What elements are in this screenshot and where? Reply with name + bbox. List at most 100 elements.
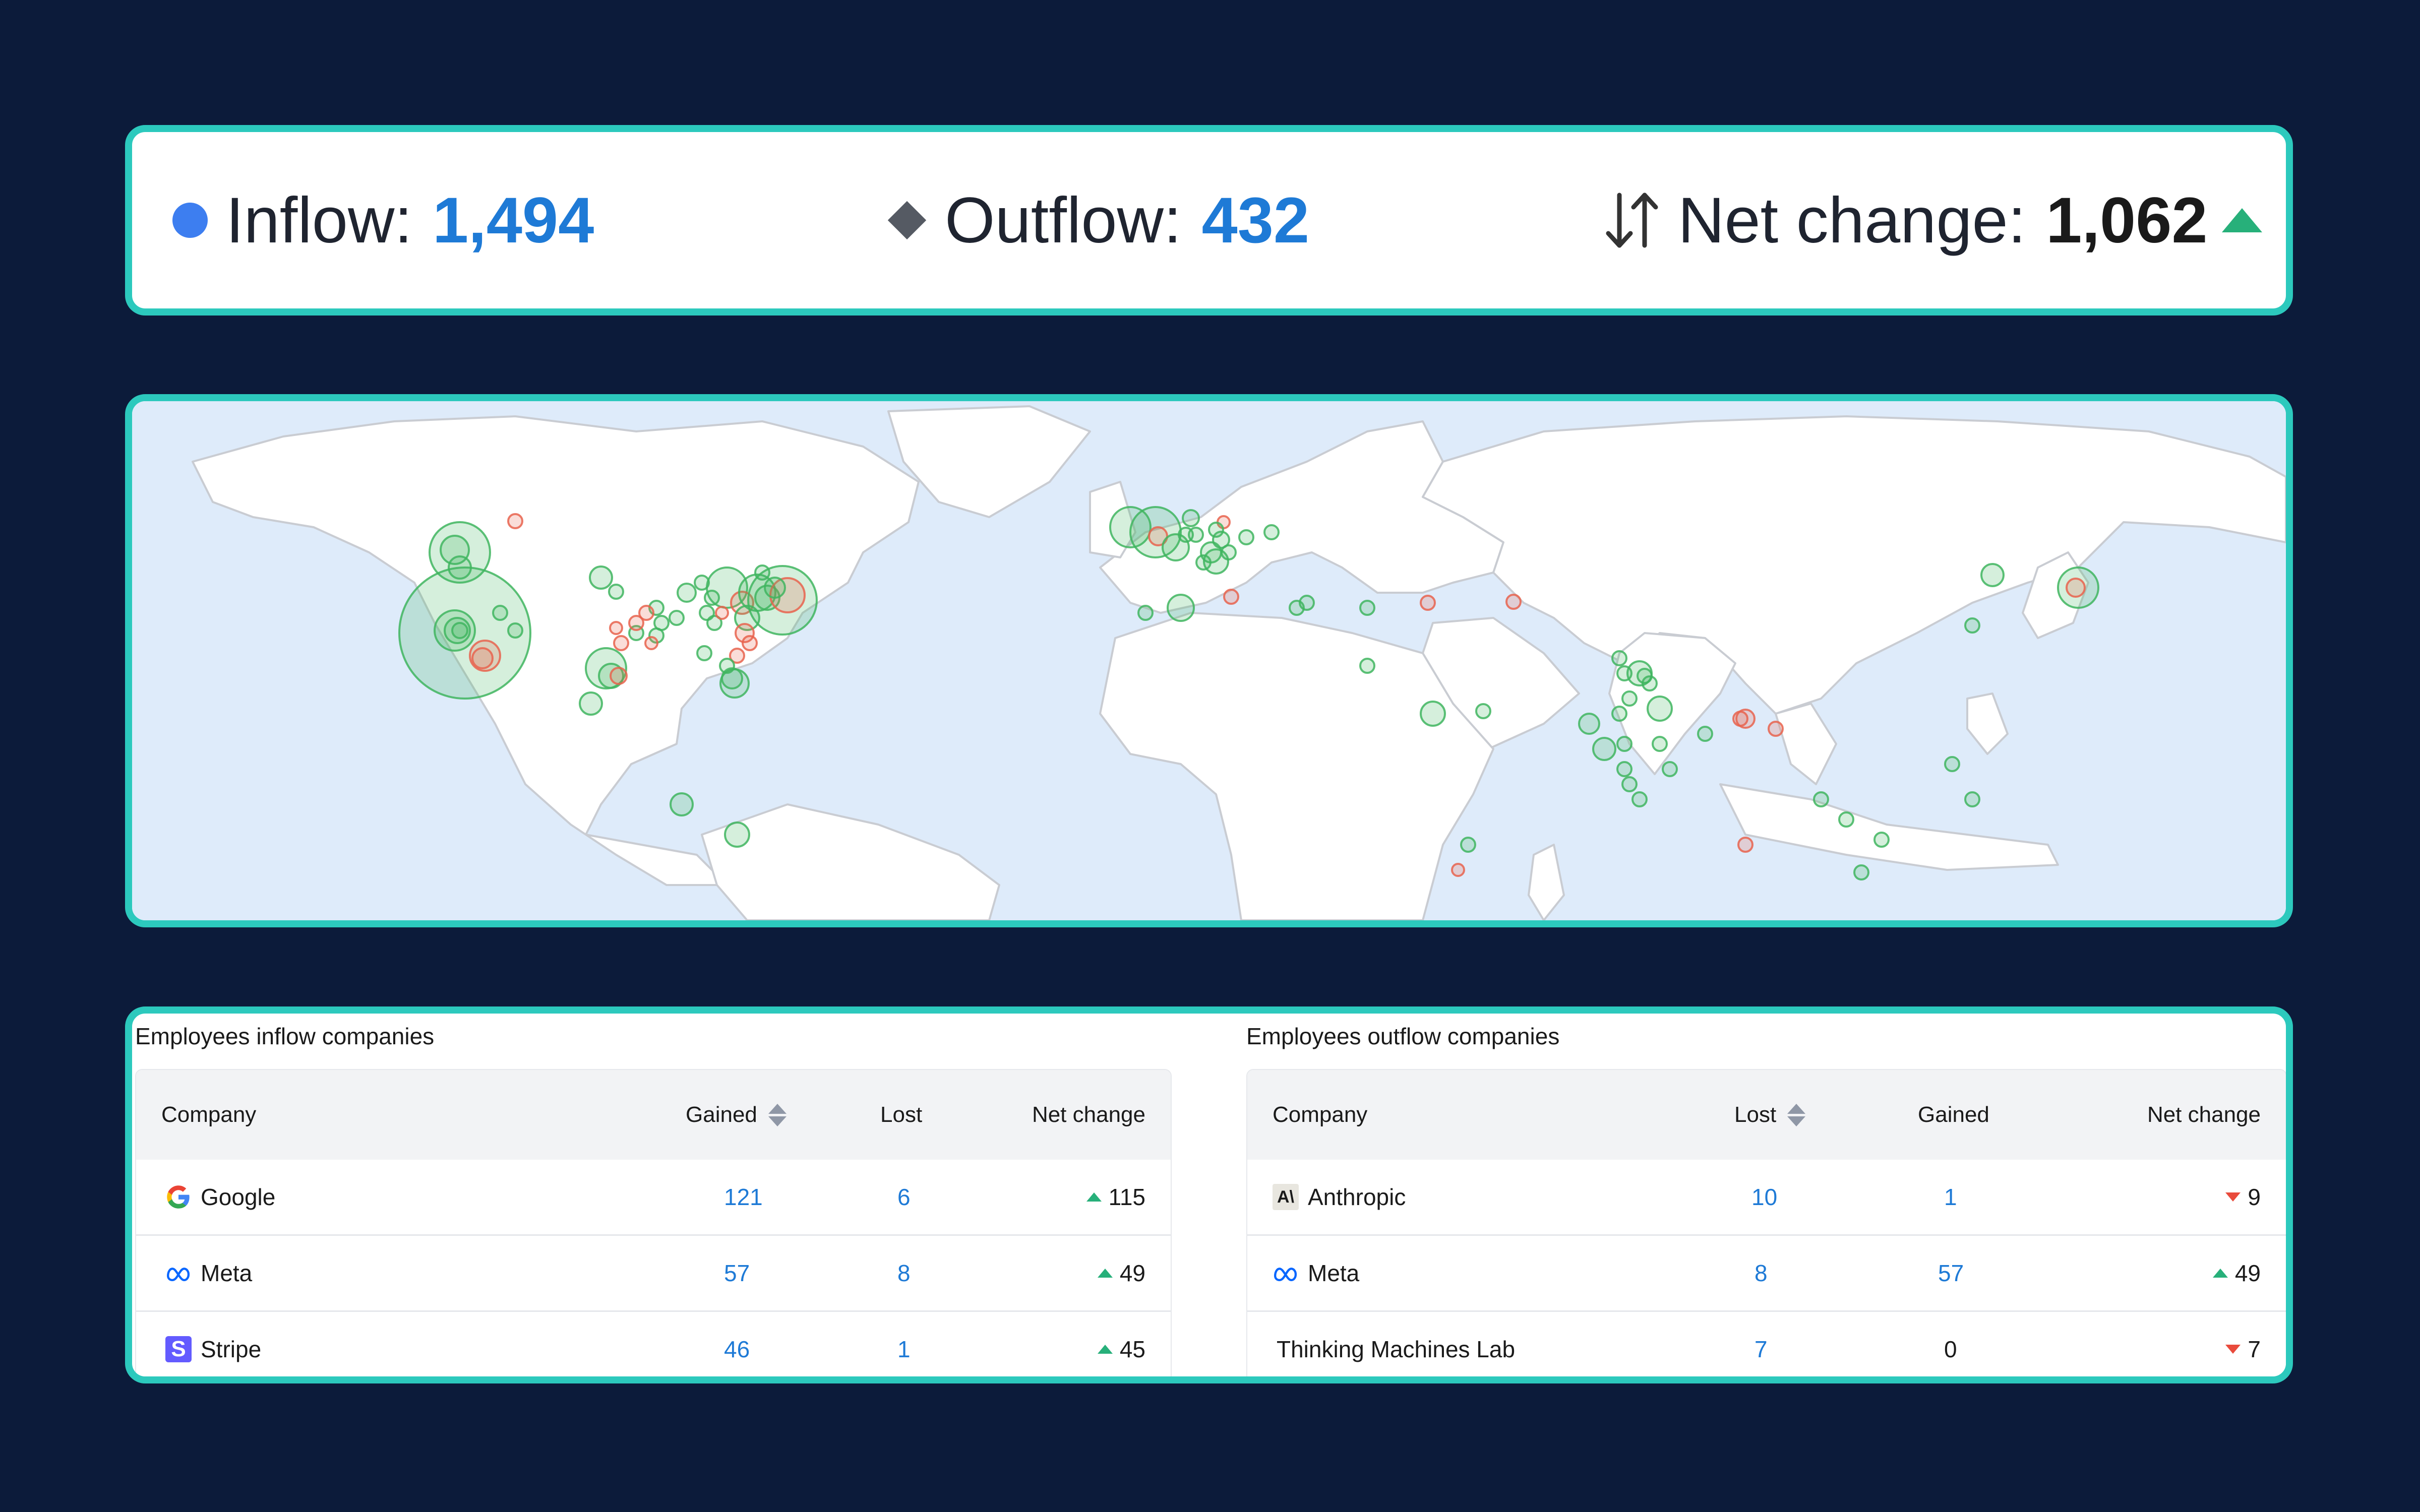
inflow-bubble[interactable]	[1652, 736, 1668, 752]
inflow-bubble[interactable]	[677, 583, 697, 603]
inflow-bubble[interactable]	[1475, 703, 1491, 719]
outflow-bubble[interactable]	[628, 615, 644, 631]
outflow-bubble[interactable]	[742, 635, 758, 651]
world-map[interactable]	[132, 401, 2286, 920]
inflow-bubble[interactable]	[754, 564, 770, 581]
inflow-bubble[interactable]	[1137, 605, 1154, 621]
inflow-bubble[interactable]	[1129, 506, 1182, 558]
lost-value[interactable]: 1	[897, 1336, 911, 1362]
inflow-bubble[interactable]	[1697, 726, 1713, 742]
inflow-bubble[interactable]	[669, 610, 685, 626]
inflow-bubble[interactable]	[1299, 595, 1315, 611]
gained-value[interactable]: 0	[1944, 1336, 1957, 1362]
inflow-bubble[interactable]	[670, 792, 694, 816]
table-row[interactable]: Thinking Machines Lab 7 0 7	[1247, 1312, 2286, 1376]
inflow-bubble[interactable]	[1188, 527, 1204, 543]
inflow-bubble[interactable]	[1221, 544, 1237, 560]
inflow-col-gained[interactable]: Gained	[686, 1070, 786, 1160]
outflow-bubble[interactable]	[1737, 837, 1753, 853]
outflow-col-company[interactable]: Company	[1273, 1102, 1368, 1127]
inflow-bubble[interactable]	[1964, 617, 1980, 634]
outflow-col-net-change[interactable]: Net change	[2147, 1102, 2261, 1127]
inflow-bubble[interactable]	[696, 645, 712, 661]
inflow-bubble[interactable]	[507, 622, 523, 639]
lost-value[interactable]: 10	[1751, 1184, 1778, 1210]
outflow-bubble[interactable]	[1768, 721, 1784, 737]
inflow-col-lost[interactable]: Lost	[880, 1102, 923, 1127]
inflow-bubble[interactable]	[398, 566, 531, 700]
inflow-bubble[interactable]	[719, 668, 750, 699]
flow-bubbles[interactable]	[398, 506, 2099, 880]
gained-value[interactable]: 1	[1944, 1184, 1957, 1210]
inflow-bubble[interactable]	[608, 584, 624, 600]
gained-value[interactable]: 46	[724, 1336, 750, 1362]
outflow-col-gained[interactable]: Gained	[1918, 1102, 1989, 1127]
outflow-bubble[interactable]	[2066, 578, 2086, 598]
inflow-bubble[interactable]	[1611, 650, 1627, 666]
inflow-bubble[interactable]	[1182, 509, 1200, 527]
gained-value[interactable]: 57	[724, 1260, 750, 1286]
inflow-bubble[interactable]	[1853, 864, 1869, 880]
inflow-bubble[interactable]	[1167, 594, 1195, 622]
table-row[interactable]: A\ Anthropic 10 1 9	[1247, 1160, 2286, 1236]
sort-icon[interactable]	[768, 1103, 786, 1126]
inflow-bubble[interactable]	[1616, 761, 1632, 777]
outflow-bubble[interactable]	[638, 605, 654, 621]
inflow-bubble[interactable]	[724, 822, 750, 848]
inflow-bubble[interactable]	[706, 615, 722, 631]
gained-value[interactable]: 121	[724, 1184, 763, 1210]
inflow-bubble[interactable]	[1611, 706, 1627, 722]
inflow-bubble[interactable]	[1616, 736, 1632, 752]
sort-icon[interactable]	[1787, 1103, 1806, 1126]
outflow-col-lost[interactable]: Lost	[1734, 1070, 1806, 1160]
outflow-bubble[interactable]	[610, 667, 628, 685]
inflow-bubble[interactable]	[706, 566, 748, 609]
inflow-col-company[interactable]: Company	[161, 1102, 257, 1127]
inflow-bubble[interactable]	[1631, 791, 1648, 807]
inflow-bubble[interactable]	[1359, 600, 1375, 616]
inflow-bubble[interactable]	[1662, 761, 1678, 777]
outflow-bubble[interactable]	[735, 623, 755, 643]
inflow-bubble[interactable]	[1980, 563, 2005, 587]
inflow-bubble[interactable]	[1238, 529, 1254, 545]
inflow-bubble[interactable]	[764, 577, 786, 599]
inflow-bubble[interactable]	[1647, 696, 1673, 722]
inflow-bubble[interactable]	[492, 605, 508, 621]
inflow-bubble[interactable]	[1964, 791, 1980, 807]
outflow-bubble[interactable]	[507, 513, 523, 529]
outflow-bubble[interactable]	[471, 647, 494, 669]
inflow-bubble[interactable]	[1621, 690, 1638, 707]
lost-value[interactable]: 8	[897, 1260, 911, 1286]
table-row[interactable]: Meta 57 8 49	[136, 1236, 1171, 1312]
inflow-bubble[interactable]	[589, 565, 613, 590]
table-row[interactable]: S Stripe 46 1 45	[136, 1312, 1171, 1376]
outflow-bubble[interactable]	[1223, 589, 1239, 605]
outflow-bubble[interactable]	[1420, 595, 1436, 611]
world-map-card[interactable]	[125, 394, 2293, 927]
inflow-bubble[interactable]	[1813, 791, 1829, 807]
outflow-bubble[interactable]	[1505, 594, 1522, 610]
inflow-bubble[interactable]	[1359, 658, 1375, 674]
inflow-bubble[interactable]	[429, 521, 491, 584]
inflow-bubble[interactable]	[1592, 737, 1616, 761]
inflow-bubble[interactable]	[1838, 811, 1854, 828]
inflow-bubble[interactable]	[1873, 832, 1890, 848]
lost-value[interactable]: 7	[1754, 1336, 1768, 1362]
inflow-bubble[interactable]	[1944, 756, 1960, 772]
inflow-bubble[interactable]	[1208, 522, 1224, 538]
inflow-bubble[interactable]	[1621, 776, 1638, 792]
inflow-bubble[interactable]	[1263, 524, 1280, 540]
gained-value[interactable]: 57	[1938, 1260, 1964, 1286]
table-row[interactable]: Meta 8 57 49	[1247, 1236, 2286, 1312]
outflow-bubble[interactable]	[644, 636, 658, 650]
inflow-bubble[interactable]	[1642, 675, 1658, 691]
inflow-bubble[interactable]	[1420, 701, 1446, 727]
outflow-bubble[interactable]	[1451, 863, 1465, 877]
inflow-bubble[interactable]	[2057, 566, 2099, 609]
outflow-bubble[interactable]	[1735, 709, 1756, 729]
inflow-bubble[interactable]	[1578, 713, 1600, 735]
inflow-bubble[interactable]	[585, 647, 627, 689]
outflow-bubble[interactable]	[769, 577, 806, 613]
outflow-bubble[interactable]	[609, 621, 623, 635]
outflow-bubble[interactable]	[729, 648, 745, 664]
